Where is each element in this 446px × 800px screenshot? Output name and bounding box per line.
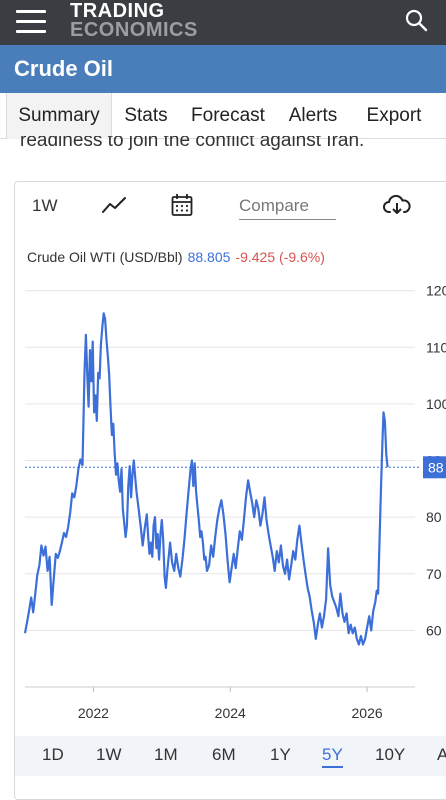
chart-legend: Crude Oil WTI (USD/Bbl) 88.805 -9.425 (-9.…	[27, 249, 325, 265]
calendar-icon[interactable]	[171, 193, 193, 217]
range-1w[interactable]: 1W	[96, 745, 122, 764]
legend-change: -9.425 (-9.6%)	[235, 249, 325, 265]
last-value-label: 88	[428, 459, 444, 475]
x-tick-label: 2024	[215, 705, 246, 721]
logo-line-1: TRADING	[70, 0, 165, 22]
y-tick-label: 100	[426, 396, 446, 412]
y-tick-label: 80	[426, 509, 442, 525]
trading-economics-logo[interactable]: TRADING ECONOMICS	[70, 0, 198, 41]
page-title: Crude Oil	[14, 56, 114, 81]
title-bar: Crude Oil	[0, 45, 446, 93]
range-1m[interactable]: 1M	[154, 745, 178, 764]
x-tick-label: 2026	[352, 705, 383, 721]
tab-summary[interactable]: Summary	[6, 93, 112, 139]
price-chart[interactable]: 1201101009080706020222024202688	[15, 182, 446, 736]
chart-card: 1W Compare Crude Oil WTI (USD/Bbl) 88.805…	[14, 181, 446, 800]
period-selector[interactable]: 1W	[32, 196, 58, 215]
y-tick-label: 60	[426, 622, 442, 638]
legend-price: 88.805	[187, 249, 231, 265]
tab-stats[interactable]: Stats	[124, 105, 168, 126]
compare-input[interactable]: Compare	[239, 194, 336, 220]
line-chart-icon[interactable]	[101, 195, 127, 215]
x-tick-label: 2022	[78, 705, 109, 721]
tab-bar: Summary Stats Forecast Alerts Export	[0, 93, 446, 139]
range-6m[interactable]: 6M	[212, 745, 236, 764]
chart-toolbar: 1W Compare	[15, 182, 446, 232]
range-selector: 1D 1W 1M 6M 1Y 5Y 10Y All	[15, 736, 446, 776]
range-all[interactable]: All	[437, 745, 446, 764]
range-5y[interactable]: 5Y	[322, 745, 343, 768]
news-snippet-text: readiness to join the conflict against I…	[20, 136, 365, 151]
y-tick-label: 120	[426, 283, 446, 299]
tab-forecast[interactable]: Forecast	[191, 105, 265, 126]
logo-line-2: ECONOMICS	[70, 19, 198, 41]
y-tick-label: 70	[426, 566, 442, 582]
last-value-badge	[423, 456, 446, 479]
range-1y[interactable]: 1Y	[270, 745, 291, 764]
range-10y[interactable]: 10Y	[375, 745, 406, 764]
search-icon[interactable]	[404, 8, 428, 32]
legend-series-name: Crude Oil WTI (USD/Bbl)	[27, 249, 183, 265]
price-series-line	[23, 312, 389, 646]
cloud-download-icon[interactable]	[383, 194, 411, 216]
tab-alerts[interactable]: Alerts	[288, 105, 338, 126]
top-header: TRADING ECONOMICS	[0, 0, 446, 45]
range-1d[interactable]: 1D	[42, 745, 64, 764]
hamburger-menu-icon[interactable]	[16, 7, 46, 37]
news-snippet: readiness to join the conflict against I…	[20, 136, 364, 162]
y-tick-label: 110	[426, 339, 446, 355]
tab-export[interactable]: Export	[366, 105, 422, 126]
